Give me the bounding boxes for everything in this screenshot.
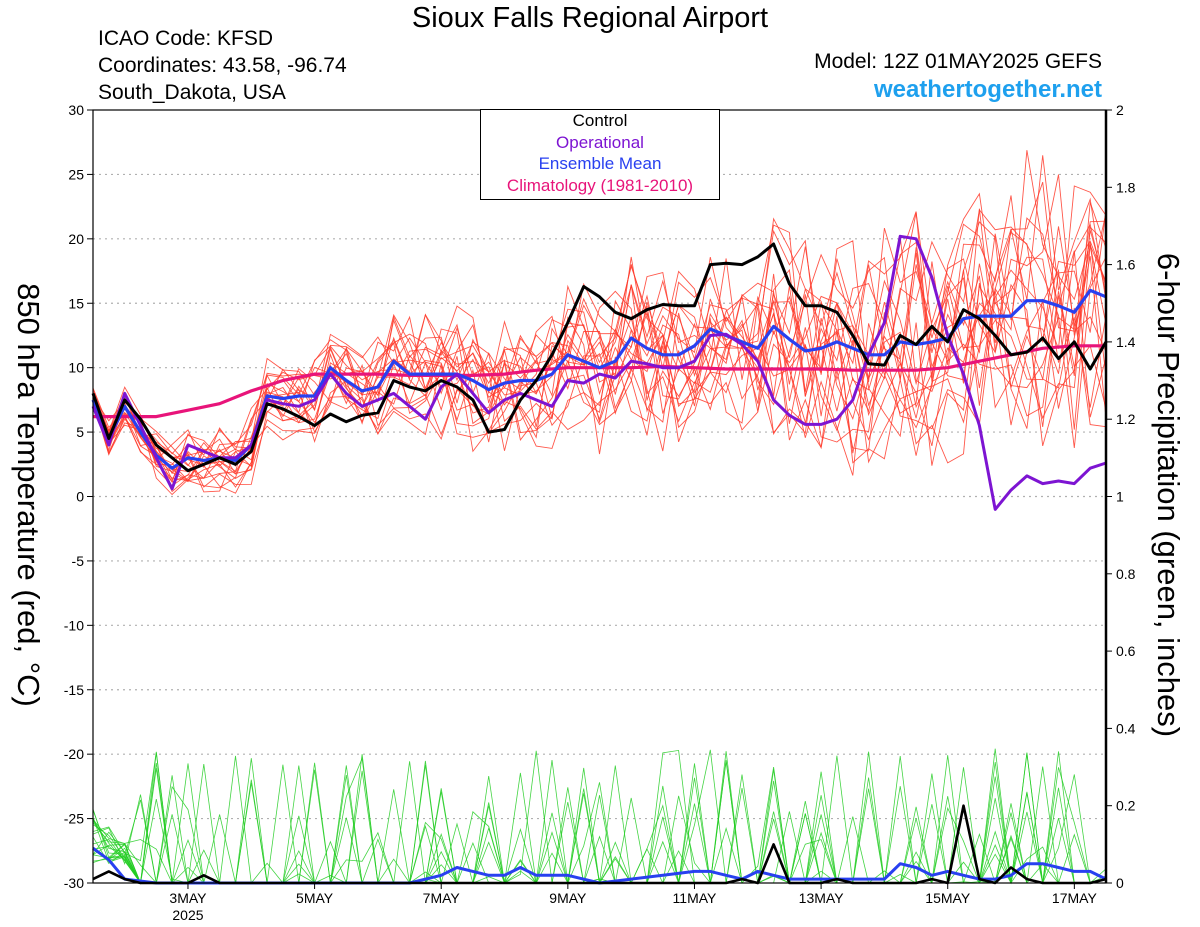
x-tick-label: 7MAY — [423, 890, 461, 906]
y-tick-label: -5 — [72, 553, 85, 569]
y-tick-label: -25 — [64, 811, 84, 827]
y2-tick-label: 1.4 — [1116, 334, 1136, 350]
temp-member-line — [92, 212, 1107, 482]
axes: -30-25-20-15-10-505101520253000.20.40.60… — [64, 102, 1136, 923]
legend-climatology: Climatology (1981-2010) — [506, 175, 694, 195]
y-tick-label: 15 — [68, 295, 84, 311]
y-tick-label: 25 — [68, 166, 84, 182]
y-tick-label: 5 — [76, 424, 84, 440]
precip-member-line — [92, 751, 1106, 884]
y2-tick-label: 2 — [1116, 102, 1124, 118]
chart-title: Sioux Falls Regional Airport — [411, 2, 769, 34]
y2-tick-label: 0.6 — [1116, 643, 1136, 659]
precip-member-line — [92, 751, 1106, 884]
control-line — [91, 242, 1108, 473]
precip-member-line — [92, 752, 1106, 885]
temp-member-line — [92, 185, 1107, 475]
y-tick-label: -15 — [64, 682, 84, 698]
temp-member-line — [92, 212, 1107, 475]
y-tick-label: 20 — [68, 231, 84, 247]
x-tick-label: 3MAY — [169, 890, 207, 906]
temp-member-line — [92, 192, 1107, 489]
y2-tick-label: 0.4 — [1116, 720, 1136, 736]
site-link[interactable]: weathertogether.net — [873, 76, 1102, 103]
legend-ensemble-mean: Ensemble Mean — [538, 154, 662, 173]
y-tick-label: 10 — [68, 360, 84, 376]
x-tick-label: 9MAY — [549, 890, 587, 906]
legend: Control Operational Ensemble Mean Climat… — [480, 109, 720, 200]
region: South_Dakota, USA — [98, 81, 286, 104]
temp-member-line — [92, 211, 1107, 487]
model-run: Model: 12Z 01MAY2025 GEFS — [814, 50, 1102, 73]
y2-tick-label: 1 — [1116, 489, 1124, 505]
precip-control-line — [92, 804, 1107, 885]
operational-line — [91, 234, 1107, 511]
y-tick-label: 30 — [68, 102, 84, 118]
ensemble-member-lines — [92, 150, 1107, 885]
y2-tick-label: 1.8 — [1116, 179, 1136, 195]
icao-code: ICAO Code: KFSD — [98, 27, 274, 50]
legend-control: Control — [572, 111, 628, 130]
y-tick-label: -10 — [64, 617, 84, 633]
y-tick-label: -20 — [64, 746, 84, 762]
y2-tick-label: 1.2 — [1116, 411, 1136, 427]
x-tick-label: 17MAY — [1052, 890, 1098, 906]
x-tick-label: 13MAY — [799, 890, 845, 906]
y2-tick-label: 0.2 — [1116, 798, 1136, 814]
precip-member-line — [92, 749, 1107, 885]
precip-member-line — [92, 748, 1106, 884]
y-tick-label: 0 — [76, 489, 84, 505]
temp-member-line — [92, 202, 1107, 467]
precip-member-line — [92, 771, 1106, 884]
y2-tick-label: 0.8 — [1116, 566, 1136, 582]
y2-tick-label: 0 — [1116, 875, 1124, 891]
legend-operational: Operational — [556, 132, 644, 152]
x-tick-label: 11MAY — [673, 890, 717, 906]
x-tick-sublabel: 2025 — [172, 907, 203, 923]
x-tick-label: 15MAY — [925, 890, 971, 906]
precip-member-line — [92, 751, 1106, 885]
coordinates: Coordinates: 43.58, -96.74 — [98, 54, 347, 77]
grid-lines — [93, 173, 1106, 820]
x-tick-label: 5MAY — [296, 890, 334, 906]
y2-tick-label: 1.6 — [1116, 257, 1136, 273]
temp-member-line — [92, 245, 1107, 481]
precip-member-line — [92, 751, 1106, 884]
y-tick-label: -30 — [64, 875, 84, 891]
temp-member-line — [92, 220, 1107, 467]
